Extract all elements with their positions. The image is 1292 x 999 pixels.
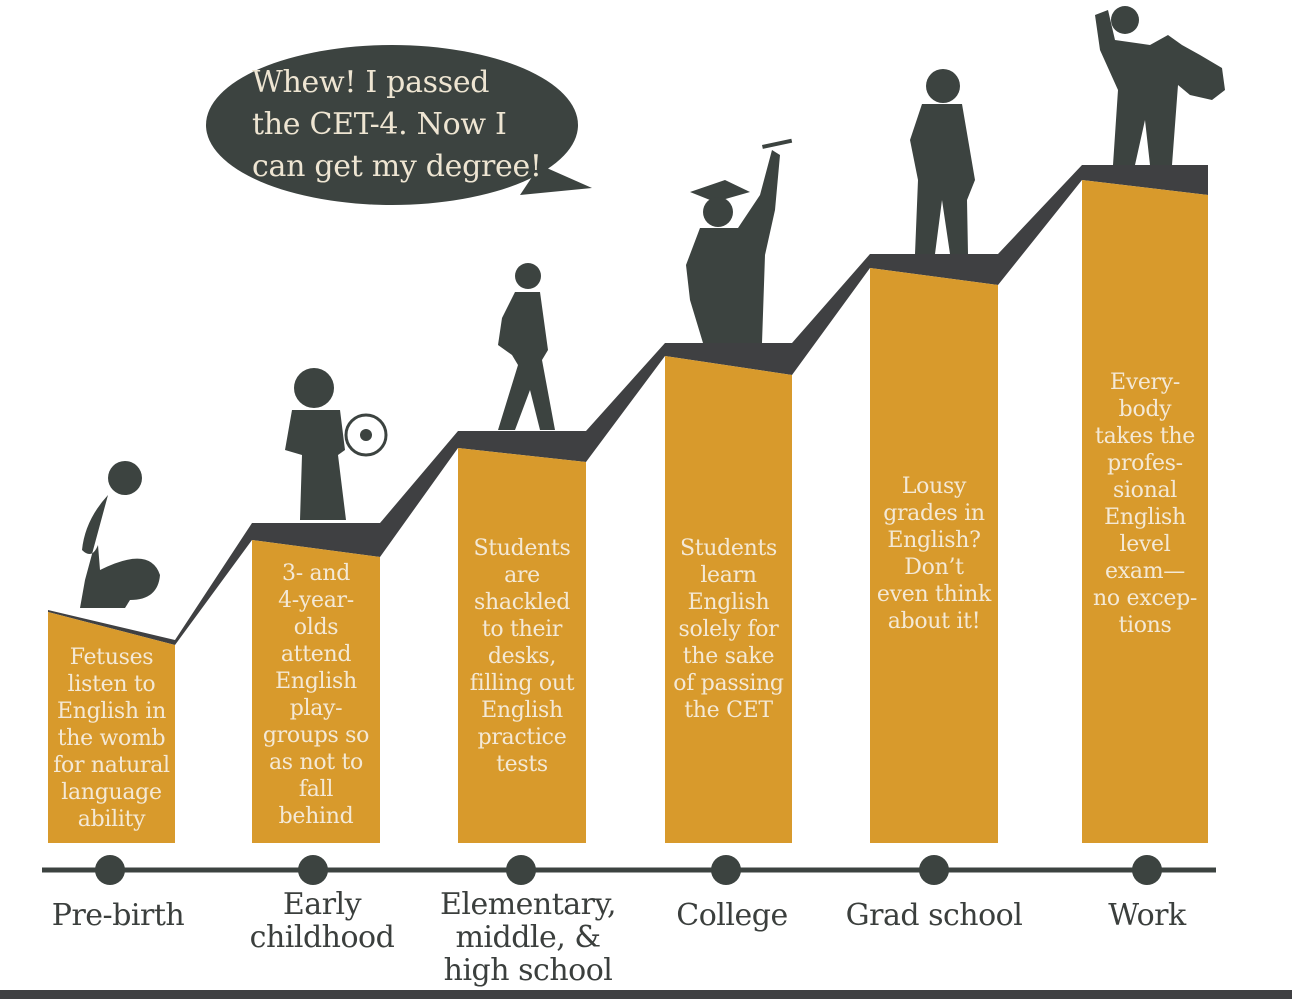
stage-label: Grad school bbox=[845, 898, 1023, 933]
stage-description: Every- body takes the profes- sional Eng… bbox=[1093, 370, 1197, 638]
stage-description: Students learn English solely for the sa… bbox=[673, 536, 784, 723]
staircase-ribbon bbox=[48, 165, 1208, 645]
man-standing-silhouette-icon bbox=[910, 69, 975, 254]
graduate-silhouette-icon bbox=[686, 138, 793, 343]
timeline-dot bbox=[298, 855, 328, 885]
student-backpack-silhouette-icon bbox=[498, 263, 555, 430]
bar-early-childhood bbox=[252, 540, 380, 843]
stage-description: Students are shackled to their desks, fi… bbox=[469, 536, 575, 777]
timeline-dot bbox=[506, 855, 536, 885]
bar-grad-school bbox=[870, 268, 998, 843]
stage-description: Fetuses listen to English in the womb fo… bbox=[53, 645, 170, 832]
stage-label: Elementary, middle, & high school bbox=[439, 887, 617, 988]
bar-college bbox=[665, 356, 792, 843]
speech-bubble-text: Whew! I passed the CET-4. Now I can get … bbox=[252, 65, 542, 184]
bar-school bbox=[458, 448, 586, 843]
timeline-dot bbox=[1132, 855, 1162, 885]
timeline-dot bbox=[919, 855, 949, 885]
bar-work bbox=[1082, 180, 1208, 843]
bottom-border bbox=[0, 990, 1292, 999]
stage-description: Lousy grades in English? Don’t even thin… bbox=[876, 474, 992, 634]
speech-bubble bbox=[206, 45, 592, 205]
bar-pre-birth bbox=[48, 612, 175, 843]
stage-label: Early childhood bbox=[249, 887, 395, 955]
stage-label: Pre-birth bbox=[51, 898, 185, 933]
pregnant-woman-silhouette-icon bbox=[80, 461, 160, 608]
child-with-ball-silhouette-icon bbox=[285, 368, 388, 520]
stage-label: Work bbox=[1108, 898, 1186, 933]
timeline-dot bbox=[95, 855, 125, 885]
stage-description: 3- and 4-year- olds attend English play-… bbox=[262, 561, 370, 829]
businessman-silhouette-icon bbox=[1095, 6, 1225, 165]
stage-label: College bbox=[676, 898, 788, 933]
timeline-dot bbox=[711, 855, 741, 885]
